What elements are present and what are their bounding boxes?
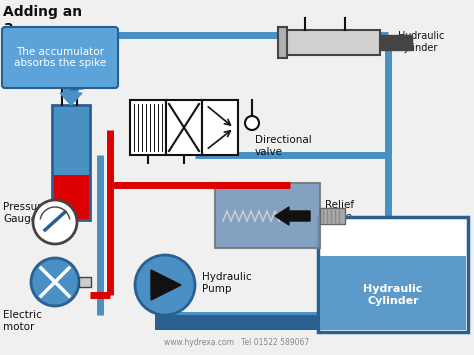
Text: The accumulator
absorbs the spike: The accumulator absorbs the spike — [14, 47, 106, 68]
FancyArrow shape — [60, 75, 82, 105]
Bar — [320, 256, 466, 330]
Text: Hydraulic
Cylinder: Hydraulic Cylinder — [363, 284, 423, 306]
FancyBboxPatch shape — [2, 27, 118, 88]
Circle shape — [31, 258, 79, 306]
Bar — [215, 183, 320, 248]
Text: Pressure
Gauge: Pressure Gauge — [3, 202, 48, 224]
Bar — [285, 30, 380, 55]
Text: www.hydrexa.com   Tel 01522 589067: www.hydrexa.com Tel 01522 589067 — [164, 338, 310, 347]
Circle shape — [245, 116, 259, 130]
Bar — [155, 315, 353, 330]
Bar — [52, 105, 90, 220]
Text: a: a — [3, 20, 12, 34]
Text: Directional
valve: Directional valve — [255, 135, 312, 157]
Bar — [278, 27, 287, 58]
Bar — [52, 175, 90, 220]
Text: Hydraulic
Pump: Hydraulic Pump — [202, 272, 252, 294]
Text: Hydraulic
Cylinder: Hydraulic Cylinder — [398, 31, 444, 53]
Bar — [202, 100, 238, 155]
Text: Adding an: Adding an — [3, 5, 82, 19]
Bar — [79, 277, 91, 287]
Bar — [318, 217, 468, 332]
Circle shape — [33, 200, 77, 244]
Bar — [166, 100, 202, 155]
Text: Electric
motor: Electric motor — [3, 310, 42, 332]
Bar — [320, 208, 345, 224]
Circle shape — [135, 255, 195, 315]
Bar — [130, 100, 166, 155]
Polygon shape — [151, 270, 181, 300]
Text: Relief
valve: Relief valve — [325, 200, 354, 222]
Bar — [380, 35, 412, 50]
FancyArrow shape — [275, 207, 310, 225]
Bar — [52, 105, 90, 175]
